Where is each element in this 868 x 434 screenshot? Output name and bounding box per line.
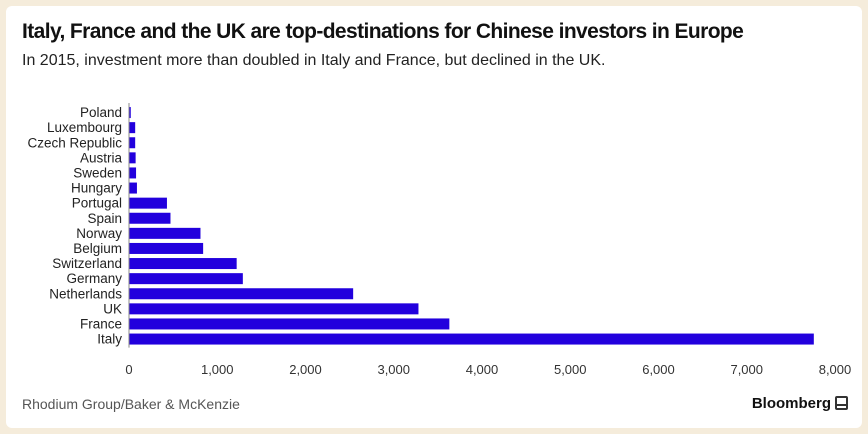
category-label: Netherlands (49, 286, 122, 301)
category-label: Belgium (73, 241, 122, 256)
brand-name: Bloomberg (751, 395, 831, 412)
brand-logo: Bloomberg (752, 395, 848, 412)
bar-italy (129, 333, 814, 345)
x-tick-label: 7,000 (730, 362, 763, 377)
x-tick-label: 5,000 (554, 362, 587, 377)
bar-france (129, 318, 450, 330)
bar-luxembourg (129, 122, 136, 134)
category-label: Spain (87, 211, 122, 226)
category-label: Germany (66, 271, 122, 286)
category-label: Switzerland (52, 256, 122, 271)
category-label: Portugal (72, 196, 122, 211)
category-label: Czech Republic (27, 135, 122, 150)
bar-czech-republic (129, 137, 136, 149)
bar-uk (129, 303, 419, 315)
bar-hungary (129, 182, 137, 194)
bar-spain (129, 212, 171, 224)
category-label: Norway (76, 226, 122, 241)
x-tick-label: 4,000 (466, 362, 499, 377)
x-tick-label: 0 (125, 362, 132, 377)
category-label: Italy (97, 332, 122, 347)
chart-subtitle: In 2015, investment more than doubled in… (22, 52, 606, 69)
source-note: Rhodium Group/Baker & McKenzie (22, 396, 240, 412)
category-label: UK (103, 301, 122, 316)
x-tick-labels: 0 1,000 2,000 3,000 4,000 5,000 6,000 7,000 8,00… (125, 362, 851, 377)
bar-portugal (129, 197, 167, 209)
bar-belgium (129, 242, 204, 254)
x-tick-label: 8,000 (819, 362, 852, 377)
bar-germany (129, 273, 243, 285)
category-label: Poland (80, 105, 122, 120)
chart-title: Italy, France and the UK are top-destina… (22, 20, 744, 43)
x-tick-label: 1,000 (201, 362, 234, 377)
bar-netherlands (129, 288, 354, 300)
bar-austria (129, 152, 136, 164)
bar-switzerland (129, 258, 237, 270)
x-tick-label: 3,000 (377, 362, 410, 377)
category-label: Luxembourg (47, 120, 122, 135)
category-label: Sweden (73, 165, 122, 180)
category-label: France (80, 316, 122, 331)
bar-poland (129, 107, 131, 119)
bar-norway (129, 227, 201, 239)
bars-group (129, 107, 814, 345)
x-tick-label: 6,000 (642, 362, 675, 377)
x-tick-label: 2,000 (289, 362, 322, 377)
category-label: Hungary (71, 181, 122, 196)
bar-sweden (129, 167, 137, 179)
bloomberg-terminal-icon (835, 396, 848, 410)
category-label: Austria (80, 150, 123, 165)
